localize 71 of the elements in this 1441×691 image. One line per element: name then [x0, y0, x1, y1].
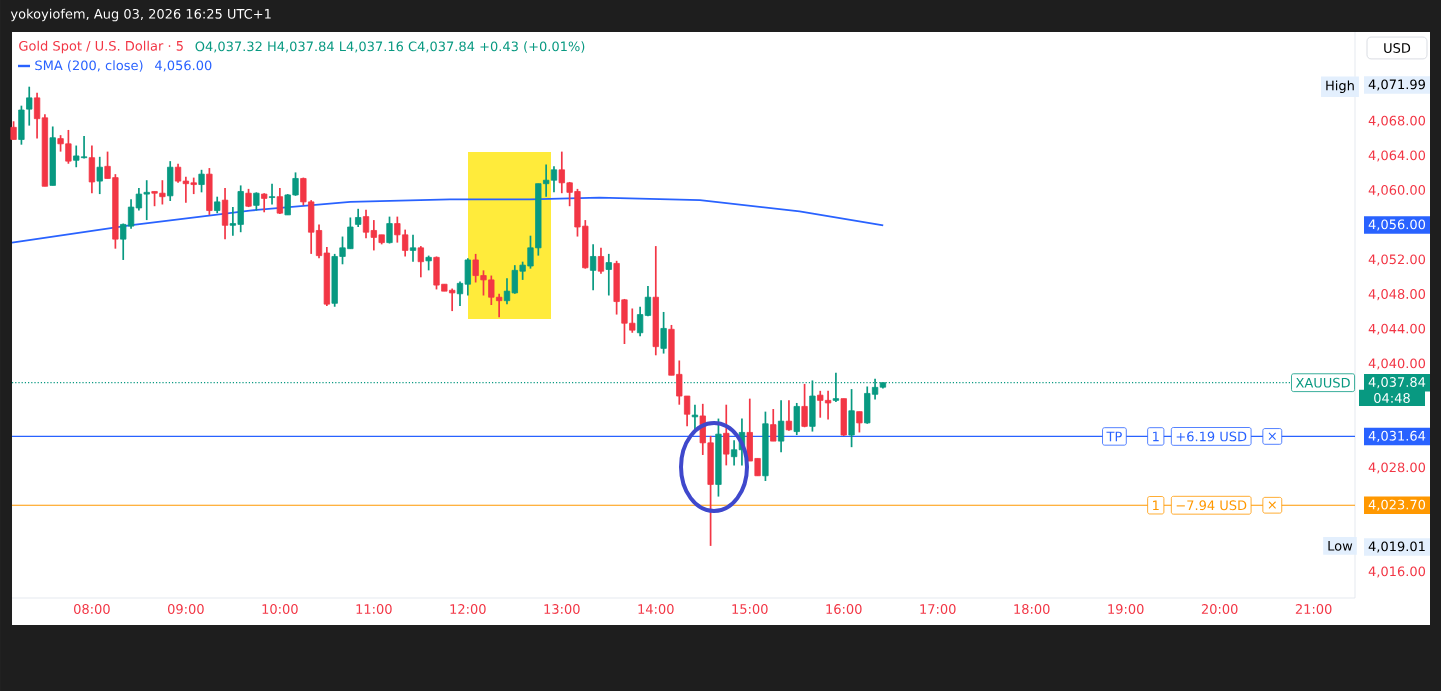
y-tick-label: 4,060.00 [1368, 185, 1426, 197]
text: 4,019.01 [1368, 541, 1425, 553]
candlestick [253, 191, 260, 212]
annotation: Low [1328, 541, 1353, 551]
candlestick [589, 243, 597, 292]
candlestick [770, 408, 777, 442]
annotation: × [1268, 501, 1276, 509]
y-tick-label: 4,044.00 [1368, 323, 1426, 335]
legend-label: SMA (200, close) [35, 60, 143, 72]
candlestick [856, 410, 863, 434]
x-tick-label: 18:00 [1014, 604, 1050, 614]
x-tick-label: 16:00 [826, 604, 862, 614]
x-tick-label: 12:00 [450, 604, 486, 614]
annotation: XAUUSD [1295, 377, 1350, 388]
candlestick [723, 403, 730, 467]
annotation: TP [1106, 431, 1122, 442]
candlestick [261, 192, 268, 214]
annotation: × [1268, 432, 1276, 440]
text: yokoyiofem, Aug 03, 2026 16:25 UTC+1 [10, 8, 271, 22]
x-tick-label: 17:00 [920, 604, 956, 614]
text: 04:48 [1374, 393, 1410, 403]
text: O4,037.32 H4,037.84 L4,037.16 C4,037.84 +0.43 (+0.01%) [195, 41, 585, 53]
y-tick-label: 4,040.00 [1368, 358, 1426, 370]
text: USD [1384, 43, 1411, 53]
text: Gold Spot / U.S. Dollar · 5 [19, 40, 183, 54]
y-tick-label: 4,016.00 [1368, 566, 1426, 578]
candlestick [268, 182, 276, 206]
candlestick [386, 215, 393, 245]
x-tick-label: 20:00 [1201, 604, 1238, 614]
annotation: +6.19 USD [1176, 431, 1247, 442]
annotation: 1 [1153, 500, 1159, 510]
line-series [11, 196, 885, 244]
candlestick [276, 187, 283, 215]
candlestick [33, 91, 41, 140]
candlestick [801, 383, 808, 429]
annotation: 1 [1153, 431, 1159, 442]
candlestick [660, 311, 667, 355]
ref-line-label: 4,037.84 [1368, 377, 1426, 389]
ref-line-label: 4,031.64 [1368, 430, 1426, 442]
x-tick-label: 14:00 [638, 604, 674, 614]
candlestick [198, 168, 205, 194]
x-tick-label: 11:00 [356, 604, 392, 614]
candlestick [605, 253, 612, 297]
x-tick-label: 21:00 [1295, 604, 1332, 614]
annotation: 4,056.00 [155, 60, 212, 72]
candlestick [409, 233, 417, 263]
x-tick-label: 19:00 [1108, 604, 1144, 614]
candlestick [96, 155, 103, 195]
candlestick [355, 207, 362, 228]
candlestick [730, 439, 738, 467]
candlestick [10, 120, 17, 141]
candlestick [417, 245, 424, 279]
candlestick [691, 403, 699, 431]
candlestick [777, 399, 785, 454]
y-tick-label: 4,048.00 [1368, 289, 1426, 301]
candlestick [597, 246, 605, 275]
x-tick-label: 10:00 [262, 604, 298, 614]
y-tick-label: 4,068.00 [1368, 115, 1426, 127]
annotation: High [1326, 80, 1354, 93]
x-tick-label: 15:00 [732, 604, 768, 614]
y-tick-label: 4,028.00 [1368, 462, 1426, 474]
y-tick-label: 4,052.00 [1368, 254, 1426, 266]
text: 4,071.99 [1368, 79, 1425, 91]
annotation: −7.94 USD [1176, 500, 1247, 511]
x-tick-label: 09:00 [168, 604, 204, 614]
x-tick-label: 13:00 [544, 604, 580, 614]
x-tick-label: 08:00 [74, 604, 110, 614]
candlestick [785, 399, 793, 432]
ref-line-label: 4,023.70 [1368, 499, 1426, 511]
y-tick-label: 4,064.00 [1368, 150, 1426, 162]
text: 4,056.00 [1368, 219, 1426, 231]
